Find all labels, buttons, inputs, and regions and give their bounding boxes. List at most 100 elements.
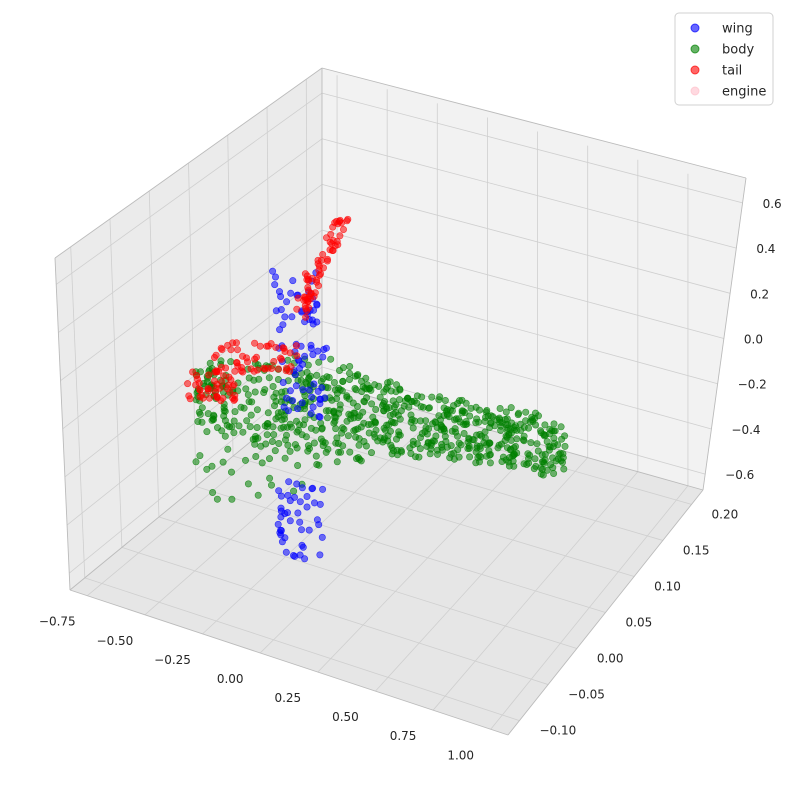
body-point [275,439,283,447]
body-point [267,481,275,489]
wing-point [310,499,318,507]
body-point [363,394,371,402]
body-point [466,453,474,461]
body-point [554,455,562,463]
wing-point [309,351,317,359]
body-point [330,407,338,415]
body-point [416,433,424,441]
body-point [506,454,514,462]
body-point [323,373,331,381]
wing-point [308,485,316,493]
legend-marker-engine [690,86,700,96]
wing-point [291,371,299,379]
body-point [330,378,338,386]
tail-point [212,351,220,359]
body-point [336,405,344,413]
body-point [501,415,509,423]
body-point [440,425,448,433]
body-point [546,443,554,451]
wing-point [284,407,292,415]
body-point [290,487,298,495]
body-point [418,393,426,401]
body-point [386,378,394,386]
y-grid-line-wall [109,218,123,548]
body-point [549,464,557,472]
wing-point [316,413,324,421]
body-point [473,444,481,452]
wing-point [286,387,294,395]
z-grid-line [321,92,743,204]
body-point [558,435,566,443]
tail-point [274,365,282,373]
body-point [208,462,216,470]
body-point [463,420,471,428]
body-point [502,408,510,416]
x-tick-label: 0.25 [274,691,301,705]
axis-edge [507,489,704,736]
wing-point [320,345,328,353]
tail-point [323,255,331,263]
z-grid-line [321,275,718,385]
body-point [214,424,222,432]
body-point [253,406,261,414]
body-point [419,403,427,411]
body-point [345,375,353,383]
body-point [425,404,433,412]
body-point [255,375,263,383]
wing-point [286,517,294,525]
y-grid-line-wall [70,246,86,578]
wing-point [294,509,302,517]
body-point [284,441,292,449]
body-point [541,456,549,464]
tail-point [268,364,276,372]
pane-back [322,68,746,490]
body-point [530,465,538,473]
body-point [243,417,251,425]
body-point [294,461,302,469]
body-point [455,439,463,447]
tail-point [293,305,301,313]
body-point [333,458,341,466]
body-point [268,437,276,445]
body-point [524,455,532,463]
body-point [281,415,289,423]
body-point [549,454,557,462]
tail-point [343,217,351,225]
tail-point [234,346,242,354]
body-point [324,384,332,392]
body-point [376,434,384,442]
wing-point [276,326,284,334]
body-point [436,393,444,401]
body-point [452,415,460,423]
body-point [486,459,494,467]
body-point [220,407,228,415]
legend-label-body: body [722,43,754,58]
body-point [455,397,463,405]
body-point [335,366,343,374]
wing-point [296,518,304,526]
x-tick-label: 0.00 [217,672,244,686]
wing-point [269,267,277,275]
body-point [319,442,327,450]
body-point [258,459,266,467]
x-tick-label: 1.00 [447,748,474,762]
body-point [465,435,473,443]
body-point [554,441,562,449]
wing-point [283,298,291,306]
body-point [339,442,347,450]
tail-point [283,364,291,372]
y-tick-label: 0.20 [712,507,739,521]
body-point [395,396,403,404]
body-point [482,408,490,416]
body-point [505,431,513,439]
body-point [513,426,521,434]
body-point [346,448,354,456]
body-point [274,413,282,421]
wing-point [281,534,289,542]
wing-point [301,555,309,563]
tick-labels: −0.75 −0.50 −0.25 0.00 0.25 0.50 0.75 1.00 −0.10… [39,197,782,762]
tail-point [219,394,227,402]
body-point [433,450,441,458]
body-point [351,409,359,417]
legend-marker-body [690,44,700,54]
